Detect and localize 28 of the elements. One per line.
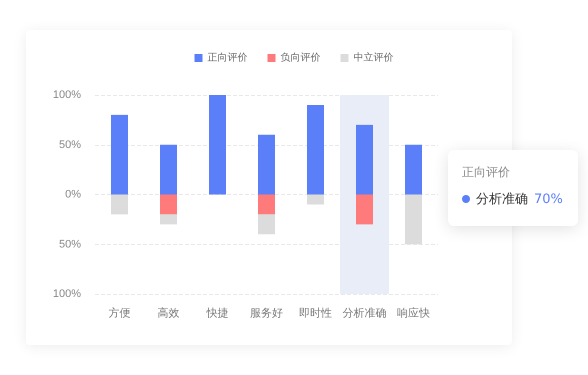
- bar: [356, 124, 373, 194]
- bar: [258, 194, 275, 214]
- x-tick-label: 快捷: [206, 306, 228, 320]
- legend-label: 负向评价: [280, 52, 320, 64]
- bar: [307, 104, 324, 194]
- legend-label: 正向评价: [208, 52, 248, 64]
- bar: [405, 144, 422, 194]
- bar: [160, 194, 177, 214]
- x-tick-label: 服务好: [250, 308, 283, 320]
- bar: [111, 114, 128, 194]
- x-tick-label: 即时性: [299, 306, 332, 320]
- y-tick-label: 100%: [52, 89, 82, 101]
- y-tick-label: 100%: [52, 288, 82, 300]
- bar: [160, 214, 177, 224]
- bar: [209, 95, 226, 194]
- y-tick-label: 0%: [65, 188, 82, 200]
- bar: [258, 214, 275, 234]
- y-tick-label: 50%: [58, 138, 82, 151]
- x-tick-label: 方便: [108, 306, 130, 320]
- bar: [258, 134, 275, 194]
- bar: [356, 194, 373, 224]
- legend-label: 中立评价: [354, 52, 394, 64]
- y-tick-label: 50%: [58, 238, 82, 250]
- tooltip-card: 正向评价 分析准确 70%: [448, 150, 578, 226]
- x-tick-label: 高效: [158, 306, 180, 320]
- x-tick-label: 分析准确: [342, 306, 386, 320]
- bar: [160, 144, 177, 194]
- x-tick-label: 响应快: [397, 306, 430, 320]
